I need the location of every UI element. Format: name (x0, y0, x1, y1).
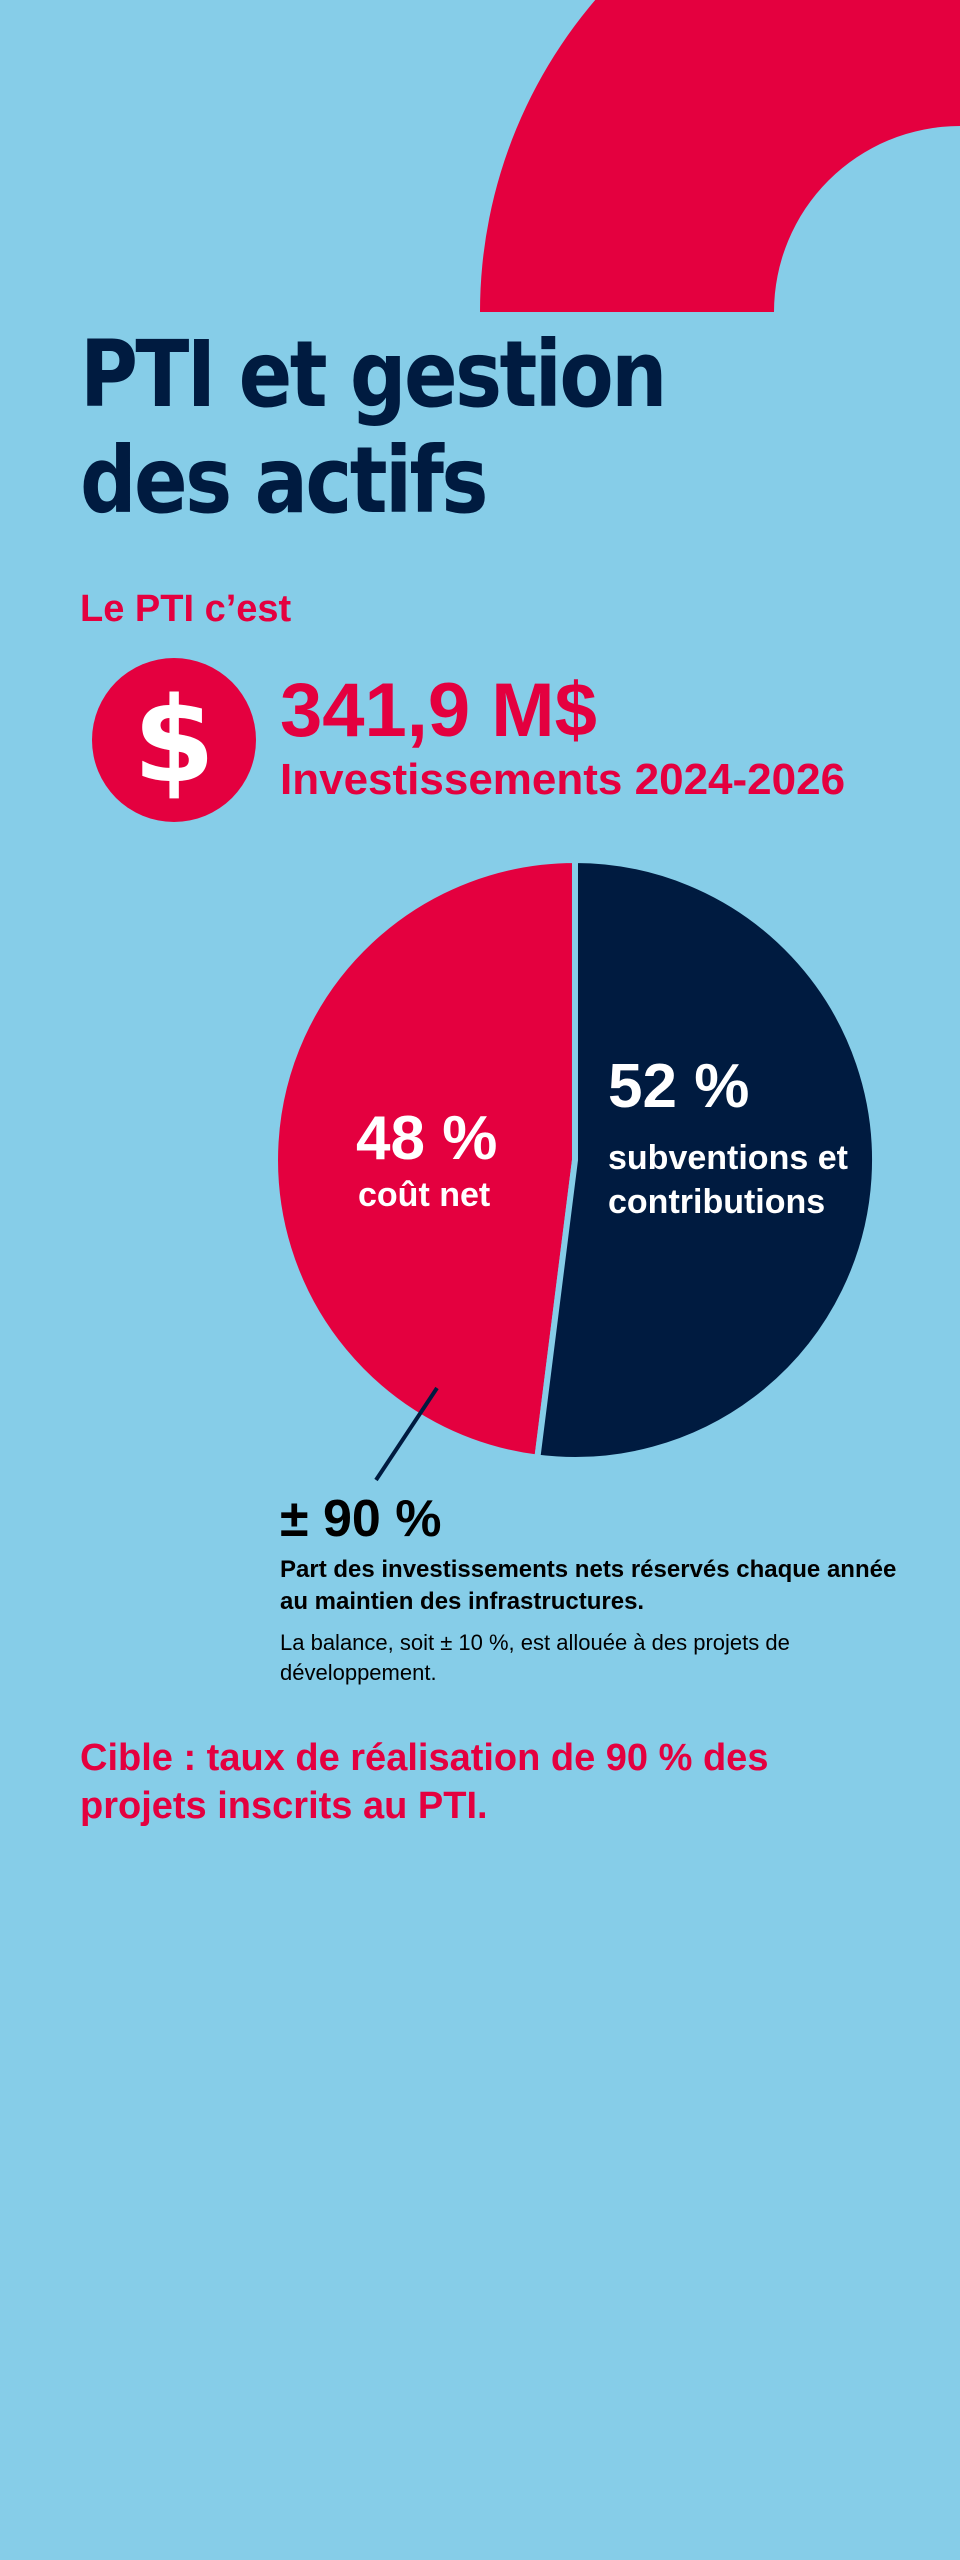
intro-text: Le PTI c’est (80, 588, 292, 630)
leader-line (374, 1386, 439, 1482)
page-title-line1: PTI et gestion (80, 321, 667, 428)
pie-slice-grants (534, 857, 879, 1463)
page-title-line2: des actifs (80, 427, 488, 534)
decorative-arc (480, 0, 960, 312)
decorative-arc-shape (480, 0, 960, 312)
pie-label-net-cost: coût net (358, 1176, 491, 1214)
pie-label-grants-percent: 52 % (608, 1052, 750, 1121)
pie-label-net-cost-percent: 48 % (356, 1104, 498, 1173)
maintenance-share: ± 90 % (280, 1490, 442, 1548)
dollar-circle-icon: $ (92, 658, 256, 822)
pie-chart (272, 857, 879, 1463)
maintenance-note: La balance, soit ± 10 %, est allouée à d… (280, 1630, 790, 1685)
pie-label-grants: subventions et contributions (608, 1139, 848, 1221)
target-statement: Cible : taux de réalisation de 90 % des … (80, 1737, 769, 1827)
page-title: PTI et gestion des actifs (80, 321, 667, 534)
pie-slice-net-cost (272, 857, 578, 1461)
investment-amount: 341,9 M$ (280, 668, 597, 753)
investment-period: Investissements 2024-2026 (280, 755, 846, 804)
dollar-glyph: $ (132, 671, 216, 809)
maintenance-description: Part des investissements nets réservés c… (280, 1556, 897, 1615)
